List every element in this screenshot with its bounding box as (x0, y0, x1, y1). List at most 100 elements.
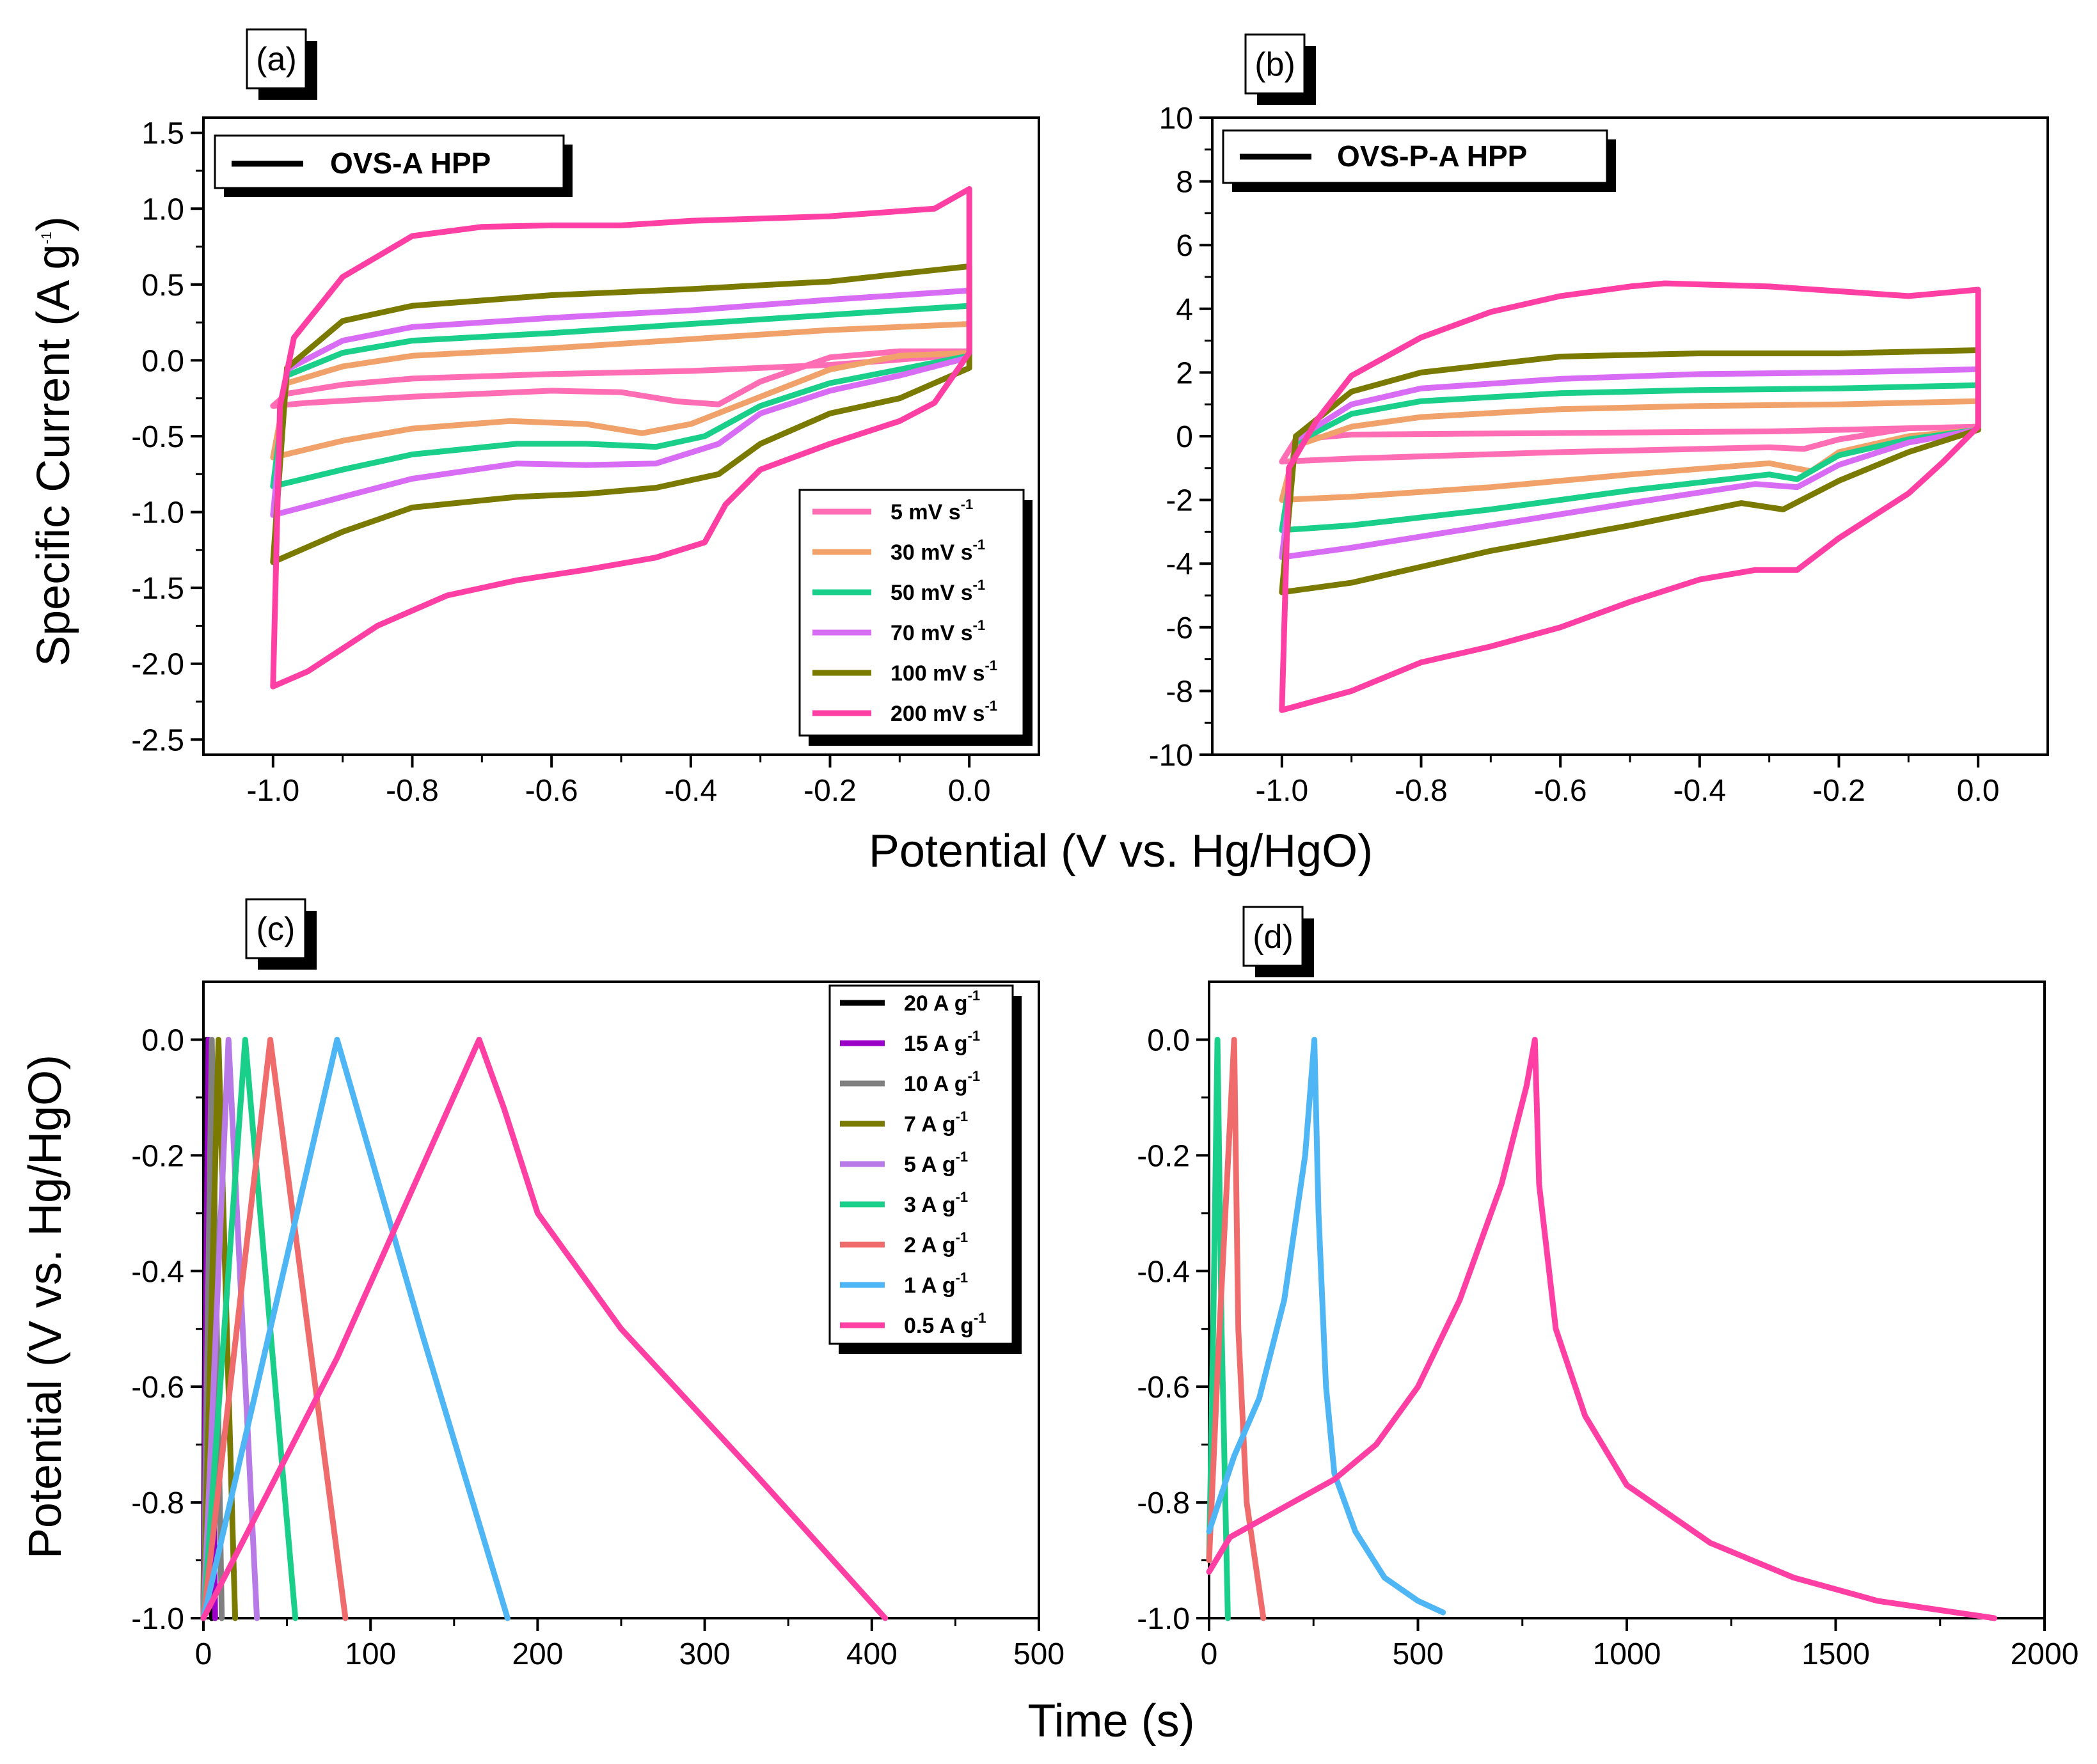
panel-b-series-5-mv-s-1 (1279, 423, 1981, 465)
panel-a-x-tick-label: -0.8 (386, 774, 439, 808)
panel-c-legend-label-20-a-g-1: 20 A g-1 (904, 988, 980, 1016)
panel-a-series-30-mv-s-1 (270, 321, 972, 461)
panel-a-series-70-mv-s-1 (270, 287, 972, 518)
panel-a-title-box: OVS-A HPP (214, 134, 573, 197)
panel-b-x-tick-label: -0.4 (1673, 774, 1726, 808)
panel-b-label: (b) (1244, 33, 1316, 105)
panel-b-series (1279, 280, 1981, 713)
bottom-x-axis-title: Time (s) (1027, 1696, 1194, 1747)
panel-a-x-tick-label: -0.6 (525, 774, 578, 808)
panel-a-x-tick-label: -1.0 (246, 774, 299, 808)
panel-c-x-tick-label: 0 (195, 1637, 212, 1671)
panel-c-legend-label-10-a-g-1: 10 A g-1 (904, 1068, 980, 1096)
panel-d-label-text: (d) (1253, 918, 1294, 956)
panel-c-label: (c) (245, 898, 317, 970)
panel-b-y-tick-label: -6 (1166, 611, 1193, 645)
panel-a-y-tick-label: 1.5 (141, 117, 184, 151)
panel-a-legend-label-30-mv-s-1: 30 mV s-1 (890, 537, 985, 565)
panel-c-legend-label-0_5-a-g-1: 0.5 A g-1 (904, 1310, 986, 1338)
panel-b-y-tick-label: -10 (1149, 739, 1193, 773)
panel-d-series-2-a-g-1 (1206, 1037, 1267, 1621)
panel-a-legend-label-50-mv-s-1: 50 mV s-1 (890, 577, 985, 605)
bottom-y-axis-title: Potential (V vs. Hg/HgO) (20, 1055, 71, 1559)
panel-a-series-100-mv-s-1 (270, 263, 972, 565)
panel-a-series-50-mv-s-1 (270, 303, 972, 489)
panel-b-y-tick-label: 2 (1176, 356, 1193, 390)
panel-c-x-tick-label: 100 (345, 1637, 396, 1671)
panel-c-series-2-a-g-1 (200, 1037, 349, 1621)
panel-d-x-tick-label: 0 (1201, 1637, 1218, 1671)
panel-c-x-tick-label: 300 (679, 1637, 731, 1671)
panel-c-legend-label-7-a-g-1: 7 A g-1 (904, 1108, 968, 1137)
panel-d-y-tick-label: -0.6 (1137, 1371, 1190, 1405)
panel-a-legend-label-100-mv-s-1: 100 mV s-1 (890, 658, 997, 686)
panel-a-y-tick-label: 1.0 (141, 193, 184, 226)
panel-c-series-1-a-g-1 (200, 1037, 510, 1621)
panel-c-legend: 20 A g-115 A g-110 A g-17 A g-15 A g-13 … (828, 984, 1022, 1354)
panel-d-y-ticks: -1.0 -0.8 -0.6 -0.4 -0.2 0.0 (1137, 1023, 1209, 1636)
panel-c-chart: (c) 0 100 200 300 400 500 -1.0 -0.8 -0.6 -0.4 -0.… (131, 898, 1064, 1671)
panel-b-title: OVS-P-A HPP (1337, 139, 1527, 173)
panel-a-y-tick-label: -1.0 (131, 496, 184, 530)
panel-b-y-ticks: -10 -8 -6 -4 -2 0 2 4 6 8 10 (1149, 102, 1212, 773)
panel-b-y-tick-label: -8 (1166, 675, 1193, 709)
panel-d-x-tick-label: 2000 (2011, 1637, 2079, 1671)
panel-d-y-tick-label: -0.4 (1137, 1255, 1190, 1289)
panel-d-series-3-a-g-1 (1206, 1037, 1231, 1621)
panel-d-y-tick-label: -1.0 (1137, 1602, 1190, 1636)
panel-a-x-ticks: -1.0 -0.8 -0.6 -0.4 -0.2 0.0 (246, 755, 991, 808)
panel-a-title: OVS-A HPP (330, 146, 491, 180)
panel-c-y-tick-label: -0.2 (131, 1139, 184, 1173)
panel-a-y-tick-label: 0.5 (141, 269, 184, 303)
panel-c-y-tick-label: 0.0 (141, 1023, 184, 1057)
panel-d-series (1206, 1037, 1998, 1621)
panel-d-label: (d) (1242, 906, 1314, 977)
panel-b-y-tick-label: -4 (1166, 547, 1193, 581)
panel-d-y-tick-label: -0.2 (1137, 1139, 1190, 1173)
panel-a-series (270, 186, 972, 689)
panel-b-x-tick-label: -0.2 (1812, 774, 1865, 808)
panel-b-chart: (b) -1.0 -0.8 -0.6 -0.4 -0.2 0.0 -10 -8 -6 -4 -2 0… (1149, 33, 2049, 808)
panel-c-series (200, 1037, 889, 1621)
panel-c-y-tick-label: -1.0 (131, 1602, 184, 1636)
panel-c-x-tick-label: 500 (1013, 1637, 1064, 1671)
panel-b-title-box: OVS-P-A HPP (1222, 129, 1616, 192)
panel-b-y-tick-label: -2 (1166, 484, 1193, 518)
panel-a-y-tick-label: -2.0 (131, 648, 184, 682)
panel-b-y-tick-label: 4 (1176, 293, 1193, 327)
panel-b-y-tick-label: 6 (1176, 229, 1193, 263)
panel-a-legend: 5 mV s-1 30 mV s-1 50 mV s-1 70 mV s-1 100 m… (798, 489, 1033, 746)
panel-d-y-tick-label: 0.0 (1147, 1023, 1190, 1057)
panel-b-y-tick-label: 0 (1176, 420, 1193, 454)
panel-c-series-3-a-g-1 (200, 1037, 299, 1621)
panel-a-label: (a) (246, 28, 317, 100)
panel-a-y-tick-label: 0.0 (141, 344, 184, 378)
panel-b-series-200-mv-s-1 (1279, 280, 1981, 713)
panel-d-series-0_5-a-g-1 (1206, 1037, 1998, 1621)
panel-b-y-tick-label: 10 (1159, 102, 1193, 136)
panel-c-x-tick-label: 400 (846, 1637, 898, 1671)
panel-d-x-tick-label: 1500 (1801, 1637, 1870, 1671)
panel-b-y-tick-label: 8 (1176, 166, 1193, 200)
panel-a-series-200-mv-s-1 (270, 186, 972, 689)
panel-c-y-ticks: -1.0 -0.8 -0.6 -0.4 -0.2 0.0 (131, 1023, 203, 1636)
panel-d-x-tick-label: 500 (1392, 1637, 1443, 1671)
panel-d-chart: (d) 0 500 1000 1500 2000 -1.0 -0.8 -0.6 -0.4 -0.… (1137, 906, 2079, 1671)
panel-a-y-ticks: -2.5 -2.0 -1.5 -1.0 -0.5 0.0 0.5 1.0 1.5 (131, 117, 203, 757)
panel-b-x-tick-label: -0.6 (1534, 774, 1587, 808)
panel-a-series-5-mv-s-1 (270, 348, 972, 409)
panel-a-x-tick-label: -0.2 (803, 774, 857, 808)
top-y-axis-title: Specific Current (A g-1) (28, 216, 79, 666)
panel-a-legend-label-5-mv-s-1: 5 mV s-1 (890, 496, 973, 524)
panel-d-x-ticks: 0 500 1000 1500 2000 (1201, 1618, 2079, 1671)
panel-d-x-tick-label: 1000 (1593, 1637, 1661, 1671)
panel-a-legend-label-70-mv-s-1: 70 mV s-1 (890, 617, 985, 645)
panel-c-y-tick-label: -0.6 (131, 1371, 184, 1405)
panel-b-x-tick-label: -0.8 (1395, 774, 1448, 808)
panel-b-x-tick-label: -1.0 (1255, 774, 1308, 808)
panel-a-y-tick-label: -0.5 (131, 420, 184, 454)
panel-b-x-tick-label: 0.0 (1957, 774, 2000, 808)
panel-c-x-tick-label: 200 (512, 1637, 563, 1671)
panel-c-label-text: (c) (257, 911, 296, 948)
